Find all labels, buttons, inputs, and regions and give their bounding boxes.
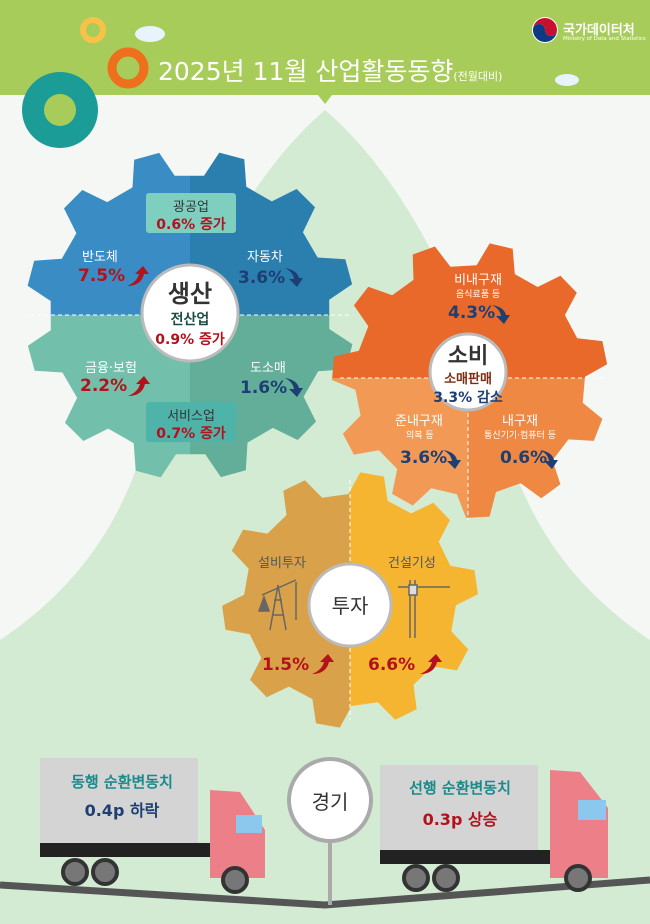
title-subtitle: (전월대비)	[453, 70, 503, 83]
semidurable-note: 의복 등	[406, 431, 434, 441]
production-total-label: 전산업	[170, 312, 210, 328]
leading-label: 선행 순환변동치	[409, 779, 511, 797]
facility-label: 설비투자	[258, 556, 306, 571]
finance-label: 금융·보험	[85, 361, 137, 376]
mining-value: 0.6% 증가	[156, 217, 226, 233]
logo-english: Ministry of Data and Statistics	[563, 36, 646, 42]
consumption-total-value: 3.3% 감소	[433, 390, 503, 406]
consumption-title: 소비	[447, 344, 489, 369]
coincident-label: 동행 순환변동치	[71, 773, 173, 791]
wholesale-label: 도소매	[250, 361, 286, 376]
production-title: 생산	[167, 280, 213, 308]
facility-value: 1.5%	[262, 655, 310, 675]
service-value: 0.7% 증가	[156, 426, 226, 442]
wholesale-arrow-down-icon	[285, 378, 303, 397]
crane-icon	[398, 580, 450, 638]
facility-arrow-up-icon	[312, 654, 334, 674]
durable-arrow-down-icon	[540, 450, 558, 469]
road	[0, 876, 650, 909]
cloud-icon	[135, 26, 165, 42]
construction-label: 건설기성	[388, 556, 436, 571]
leading-truck	[380, 765, 608, 892]
mining-label: 광공업	[173, 200, 209, 215]
service-box	[146, 402, 236, 442]
semidurable-value: 3.6%	[400, 448, 448, 468]
finance-value: 2.2%	[80, 376, 128, 396]
service-label: 서비스업	[167, 409, 215, 424]
nondurable-value: 4.3%	[448, 303, 496, 323]
oil-pump-icon	[257, 579, 297, 631]
leading-value: 0.3p 상승	[422, 810, 498, 829]
finance-arrow-up-icon	[128, 376, 150, 396]
title-text: 2025년 11월 산업활동동향	[158, 57, 454, 86]
nondurable-label: 비내구재	[454, 273, 502, 288]
semidurable-arrow-down-icon	[443, 450, 461, 469]
construction-value: 6.6%	[368, 655, 416, 675]
orange-gear-icon	[107, 47, 149, 89]
page-title: 2025년 11월 산업활동동향(전월대비)	[158, 52, 502, 88]
auto-label: 자동차	[247, 250, 283, 265]
mining-box	[146, 193, 236, 233]
cloud-icon	[555, 74, 579, 86]
construction-arrow-up-icon	[420, 654, 442, 674]
production-total-value: 0.9% 증가	[155, 332, 225, 348]
consumption-total-label: 소매판매	[444, 372, 492, 387]
yellow-gear-icon	[80, 17, 106, 43]
durable-value: 0.6%	[500, 448, 548, 468]
investment-title: 투자	[331, 594, 369, 618]
coincident-truck	[40, 758, 265, 894]
nondurable-arrow-down-icon	[492, 305, 510, 324]
auto-arrow-down-icon	[285, 268, 303, 287]
header-banner	[0, 0, 650, 95]
semiconductor-value: 7.5%	[78, 266, 126, 286]
auto-value: 3.6%	[238, 268, 286, 288]
economy-title: 경기	[311, 790, 349, 814]
coincident-value: 0.4p 하락	[84, 801, 160, 820]
semiconductor-arrow-up-icon	[127, 266, 149, 286]
semidurable-label: 준내구재	[395, 414, 443, 429]
logo-name: 국가데이터처	[563, 23, 635, 38]
economy-sign	[287, 757, 373, 843]
wholesale-value: 1.6%	[240, 378, 288, 398]
durable-label: 내구재	[502, 414, 538, 429]
nondurable-note: 음식료품 등	[455, 290, 501, 300]
semiconductor-label: 반도체	[82, 250, 118, 265]
durable-note: 통신기기·컴퓨터 등	[484, 431, 556, 441]
